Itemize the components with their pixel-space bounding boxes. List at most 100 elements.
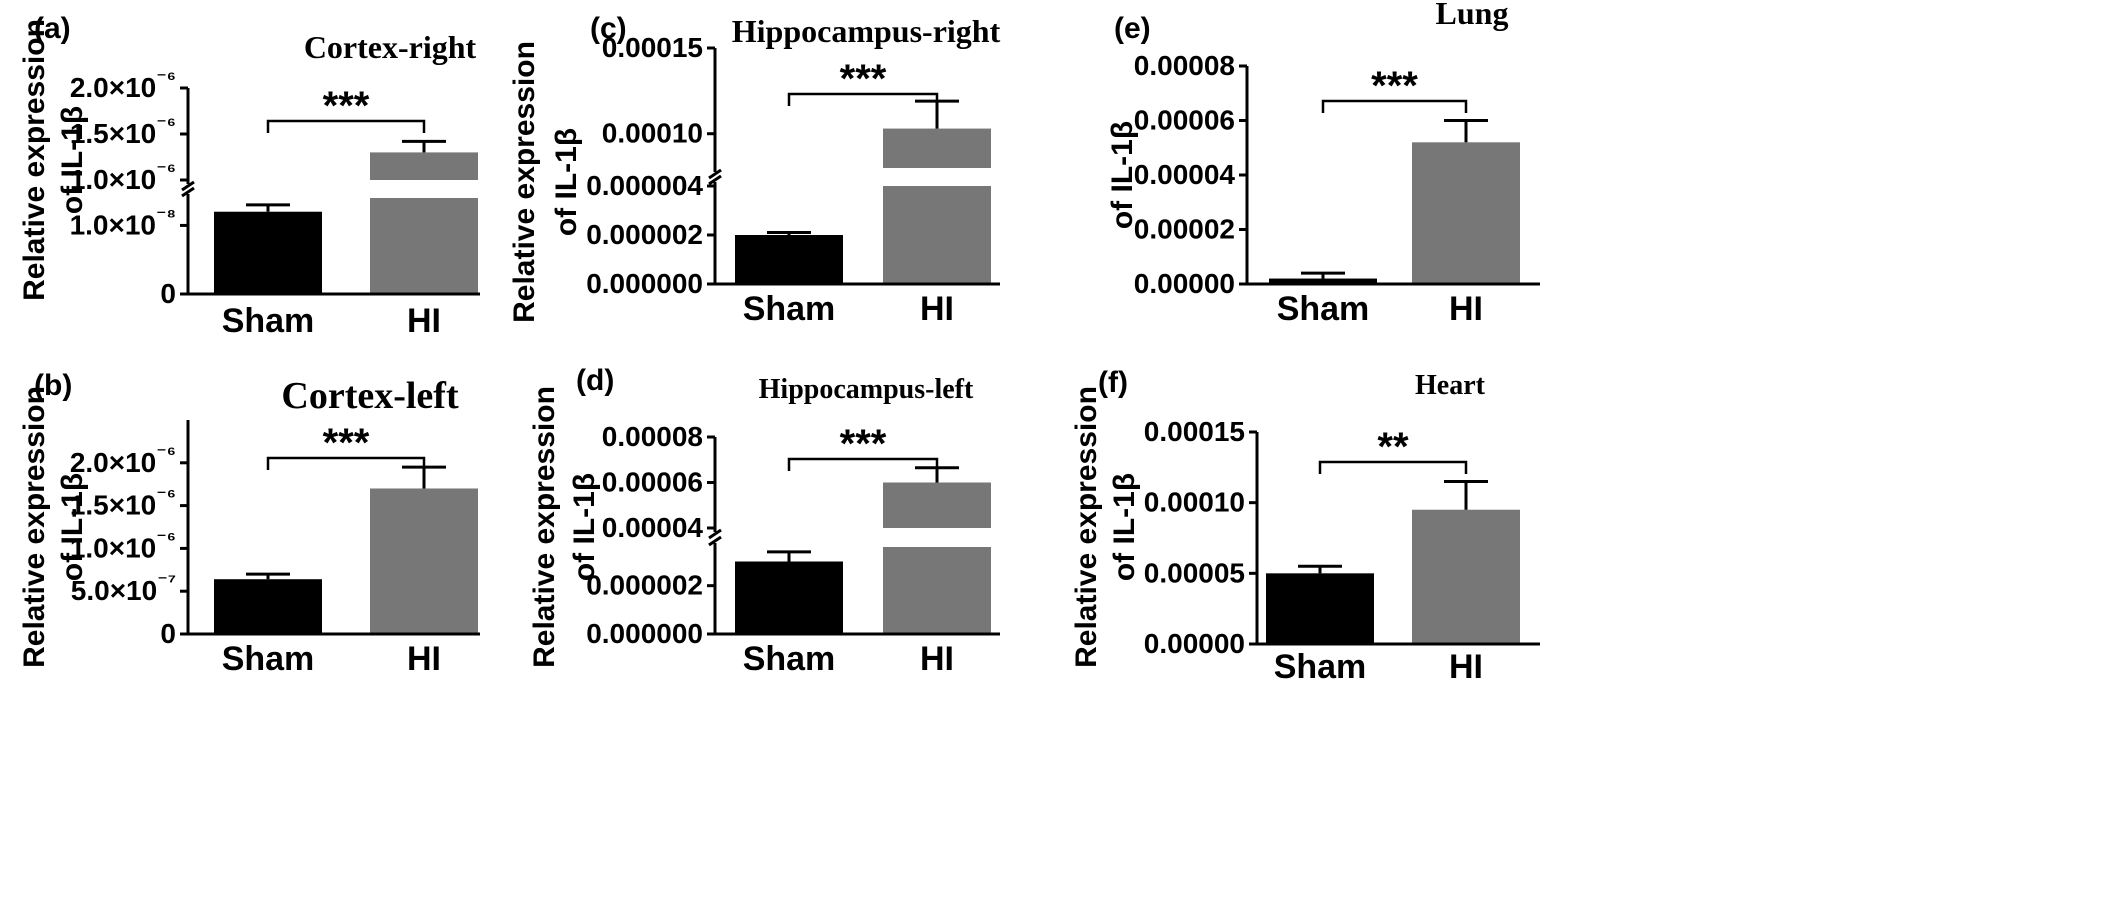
significance-bracket xyxy=(787,457,939,471)
x-tick-label: Sham xyxy=(743,640,836,678)
tick-exponent: ⁻⁷ xyxy=(157,571,176,593)
y-tick-label: 1.5×10⁻⁶ xyxy=(70,114,176,149)
bar-hi xyxy=(370,488,478,634)
y-tick-label: 0.00015 xyxy=(1144,416,1245,447)
significance-bracket xyxy=(1321,99,1468,113)
axis-break-mark xyxy=(708,535,722,547)
significance-label: *** xyxy=(1371,64,1418,108)
bar-break-gap xyxy=(882,168,992,186)
y-tick-label: 2.0×10⁻⁶ xyxy=(70,68,176,103)
tick-exponent: ⁻⁶ xyxy=(156,68,176,90)
y-tick-label: 0.00006 xyxy=(1134,105,1235,136)
y-tick-label: 0.00004 xyxy=(602,512,704,543)
chart-panel-d: (d) Hippocampus-left Relative expression of… xyxy=(528,364,1000,678)
y-tick-label: 0.00008 xyxy=(1134,50,1235,81)
tick-exponent: ⁻⁶ xyxy=(156,486,176,508)
y-tick-label: 0.000002 xyxy=(586,219,703,250)
y-tick-label: 0.00008 xyxy=(602,421,703,452)
chart-panel-f: (f) Heart Relative expression of IL-1β Sham H… xyxy=(1070,366,1540,686)
y-tick-label: 0.00000 xyxy=(1134,268,1235,299)
significance-bracket xyxy=(266,456,426,470)
tick-exponent: ⁻⁶ xyxy=(156,160,176,182)
bar-sham xyxy=(735,561,843,634)
bar-hi xyxy=(1412,509,1520,644)
bar-break-gap xyxy=(369,180,479,198)
chart-title: Heart xyxy=(1415,370,1486,401)
y-axis-label-line2: of IL-1β xyxy=(568,473,601,581)
x-tick-label: Sham xyxy=(1277,290,1370,328)
y-tick-label: 2.0×10⁻⁶ xyxy=(70,443,176,478)
panel-letter: (a) xyxy=(34,12,71,45)
bar-hi xyxy=(883,482,991,634)
y-axis-label-line2: of IL-1β xyxy=(1106,121,1139,229)
bar-hi xyxy=(1412,142,1520,284)
chart-panel-e: (e) Lung of IL-1β Sham HI 0.00000 0.00002 0.000… xyxy=(1106,0,1540,328)
significance-label: ** xyxy=(1377,425,1409,469)
axis-break-mark xyxy=(708,168,722,180)
y-tick-label: 5.0×10⁻⁷ xyxy=(71,571,176,606)
y-tick-label: 1.0×10⁻⁶ xyxy=(70,160,176,195)
bar-hi xyxy=(370,152,478,294)
y-axis-label-line2: of IL-1β xyxy=(56,106,89,214)
axis-break-mark xyxy=(708,528,722,540)
chart-panel-b: (b) Cortex-left Relative expression of IL-1… xyxy=(18,369,480,678)
y-tick-label: 1.5×10⁻⁶ xyxy=(70,486,176,521)
y-tick-label: 0.000000 xyxy=(586,268,703,299)
significance-bracket xyxy=(266,119,426,133)
bar-sham xyxy=(735,235,843,284)
axis-break-mark xyxy=(181,186,195,198)
chart-panel-c: (c) Hippocampus-right Relative expression o… xyxy=(508,12,1001,328)
chart-title: Hippocampus-right xyxy=(732,13,1001,49)
x-tick-label: HI xyxy=(407,640,441,678)
bar-sham xyxy=(214,579,322,634)
y-axis-label-line1: Relative expression xyxy=(18,19,51,301)
x-tick-label: HI xyxy=(920,290,954,328)
y-tick-label: 1.0×10⁻⁶ xyxy=(70,528,176,563)
chart-title: Cortex-left xyxy=(281,375,459,417)
y-axis-label-line1: Relative expression xyxy=(508,41,541,323)
tick-exponent: ⁻⁶ xyxy=(156,114,176,136)
y-tick-label: 0.00005 xyxy=(1144,557,1245,588)
tick-exponent: ⁻⁶ xyxy=(156,528,176,550)
y-axis-label-line1: Relative expression xyxy=(1070,386,1103,668)
y-tick-label: 0.00004 xyxy=(1134,159,1236,190)
y-tick-label: 0.000002 xyxy=(586,570,703,601)
y-tick-label: 0.00000 xyxy=(1144,628,1245,659)
significance-bracket xyxy=(787,92,939,106)
significance-label: *** xyxy=(840,57,887,101)
x-tick-label: Sham xyxy=(1274,648,1367,686)
y-tick-label: 0.000000 xyxy=(586,618,703,649)
panel-letter: (d) xyxy=(576,364,614,397)
panel-letter: (c) xyxy=(590,12,627,45)
significance-label: *** xyxy=(840,422,887,466)
panel-letter: (b) xyxy=(34,369,72,402)
x-tick-label: Sham xyxy=(743,290,836,328)
y-tick-label: 1.0×10⁻⁸ xyxy=(70,205,176,240)
chart-panel-a: (a) Cortex-right Relative expression of IL-… xyxy=(18,12,480,340)
y-tick-label: 0.00010 xyxy=(1144,487,1245,518)
y-axis-label-line1: Relative expression xyxy=(528,386,561,668)
chart-title: Cortex-right xyxy=(304,29,477,65)
y-tick-label: 0.00002 xyxy=(1134,214,1235,245)
y-tick-label: 0.000004 xyxy=(586,170,703,201)
y-tick-label: 0 xyxy=(160,278,176,309)
x-tick-label: HI xyxy=(1449,290,1483,328)
tick-exponent: ⁻⁶ xyxy=(156,443,176,465)
y-tick-label: 0.00010 xyxy=(602,118,703,149)
x-tick-label: Sham xyxy=(222,640,315,678)
chart-title: Lung xyxy=(1436,0,1509,31)
y-axis-label-line1: Relative expression xyxy=(18,386,51,668)
significance-label: *** xyxy=(323,421,370,465)
axis-break-mark xyxy=(708,174,722,186)
axis-break-mark xyxy=(181,180,195,192)
y-axis-label-line2: of IL-1β xyxy=(550,128,583,236)
significance-bracket xyxy=(1318,460,1468,474)
bar-sham xyxy=(214,211,322,294)
x-tick-label: HI xyxy=(1449,648,1483,686)
y-tick-label: 0.00015 xyxy=(602,32,703,63)
x-tick-label: Sham xyxy=(222,302,315,340)
panel-letter: (f) xyxy=(1098,366,1128,399)
y-tick-label: 0.00006 xyxy=(602,467,703,498)
tick-exponent: ⁻⁸ xyxy=(156,205,176,227)
